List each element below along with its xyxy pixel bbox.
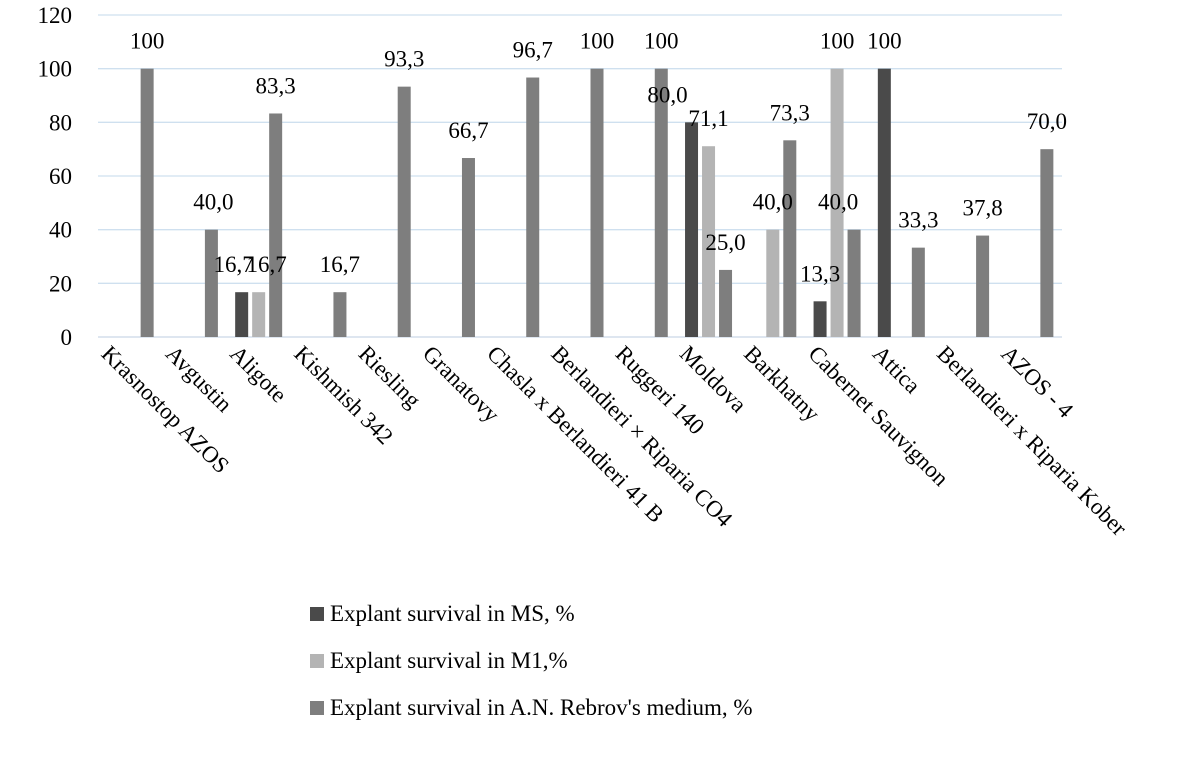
bar (911, 247, 925, 337)
bar (847, 229, 861, 337)
data-label: 100 (580, 29, 615, 54)
legend-swatch-ms (310, 606, 324, 621)
data-labels: 16,7 80,0 13,3 100 16,7 71,1 40,0 100 100 40,0 83,… (130, 29, 1067, 287)
data-label: 40,0 (193, 190, 233, 215)
x-tick-label: Attica (868, 341, 925, 398)
bar (877, 68, 891, 338)
y-tick-label: 60 (49, 164, 72, 189)
bar (235, 292, 249, 337)
y-axis-ticks: 0 20 40 60 80 100 120 (38, 3, 73, 350)
bars (140, 68, 1054, 338)
data-label: 70,0 (1027, 109, 1067, 134)
y-tick-label: 100 (38, 57, 73, 82)
data-label: 25,0 (705, 230, 745, 255)
legend-swatch-m1 (310, 653, 324, 668)
bar (685, 122, 699, 337)
y-tick-label: 20 (49, 271, 72, 296)
gridlines (98, 14, 1062, 338)
legend: Explant survival in MS, % Explant surviv… (310, 590, 753, 731)
y-tick-label: 80 (49, 110, 72, 135)
data-label: 16,7 (214, 252, 254, 277)
y-tick-label: 0 (61, 325, 73, 350)
data-label: 100 (130, 29, 165, 54)
data-label: 96,7 (513, 38, 553, 63)
bar (590, 68, 604, 338)
data-label: 66,7 (448, 118, 488, 143)
legend-label-m1: Explant survival in M1,% (330, 647, 568, 673)
legend-item-m1: Explant survival in M1,% (310, 637, 753, 684)
bar (830, 68, 844, 338)
data-label: 100 (820, 29, 855, 54)
data-label: 40,0 (818, 190, 858, 215)
bar (783, 140, 797, 337)
legend-item-ms: Explant survival in MS, % (310, 590, 753, 637)
data-label: 37,8 (962, 196, 1002, 221)
legend-label-rebrov: Explant survival in A.N. Rebrov's medium… (330, 694, 753, 720)
bar (252, 292, 266, 337)
bar (813, 301, 827, 337)
data-label: 73,3 (770, 100, 810, 125)
data-label: 40,0 (753, 190, 793, 215)
data-label: 83,3 (256, 73, 296, 98)
bar (702, 146, 716, 337)
bar (204, 229, 218, 337)
data-label: 80,0 (647, 82, 687, 107)
legend-item-rebrov: Explant survival in A.N. Rebrov's medium… (310, 684, 753, 731)
y-tick-label: 40 (49, 218, 72, 243)
data-label: 33,3 (898, 208, 938, 233)
legend-swatch-rebrov (310, 700, 324, 715)
bar (719, 269, 733, 337)
bar (333, 292, 347, 337)
data-label: 100 (867, 29, 902, 54)
bar (526, 77, 540, 337)
bar (397, 86, 411, 338)
data-label: 13,3 (800, 261, 840, 286)
bar (976, 235, 990, 337)
y-tick-label: 120 (38, 3, 73, 28)
data-label: 100 (644, 29, 679, 54)
bar (654, 68, 668, 338)
bar (140, 68, 154, 338)
data-label: 16,7 (320, 252, 360, 277)
bar (269, 113, 283, 337)
bar (461, 158, 475, 337)
bar (1040, 149, 1054, 337)
data-label: 16,7 (247, 252, 287, 277)
data-label: 93,3 (384, 47, 424, 72)
bar (766, 229, 780, 337)
data-label: 71,1 (688, 106, 728, 131)
legend-label-ms: Explant survival in MS, % (330, 600, 575, 626)
